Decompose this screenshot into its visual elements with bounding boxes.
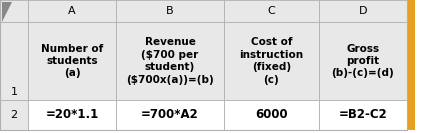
- Text: A: A: [68, 6, 76, 16]
- Text: 6000: 6000: [255, 109, 288, 122]
- Text: Revenue
($700 per
student)
($700x(a))=(b): Revenue ($700 per student) ($700x(a))=(b…: [126, 37, 214, 85]
- Text: 2: 2: [11, 110, 17, 120]
- Text: =700*A2: =700*A2: [141, 109, 199, 122]
- Text: =20*1.1: =20*1.1: [45, 109, 99, 122]
- Text: D: D: [359, 6, 367, 16]
- Bar: [224, 22, 319, 100]
- Bar: [224, 0, 319, 22]
- Bar: [407, 0, 415, 130]
- Text: C: C: [268, 6, 275, 16]
- Text: =B2-C2: =B2-C2: [339, 109, 387, 122]
- Bar: [0, 100, 28, 130]
- Bar: [28, 22, 116, 100]
- Polygon shape: [2, 2, 12, 22]
- Bar: [0, 0, 28, 22]
- Text: 1: 1: [11, 87, 17, 97]
- Bar: [319, 100, 407, 130]
- Bar: [319, 0, 407, 22]
- Bar: [116, 22, 224, 100]
- Bar: [28, 100, 116, 130]
- Bar: [116, 100, 224, 130]
- Bar: [116, 0, 224, 22]
- Bar: [319, 22, 407, 100]
- Bar: [224, 100, 319, 130]
- Text: Cost of
instruction
(fixed)
(c): Cost of instruction (fixed) (c): [239, 37, 303, 85]
- Text: Gross
profit
(b)-(c)=(d): Gross profit (b)-(c)=(d): [332, 44, 394, 78]
- Text: B: B: [166, 6, 174, 16]
- Bar: [0, 22, 28, 100]
- Bar: [28, 0, 116, 22]
- Text: Number of
students
(a): Number of students (a): [41, 44, 103, 78]
